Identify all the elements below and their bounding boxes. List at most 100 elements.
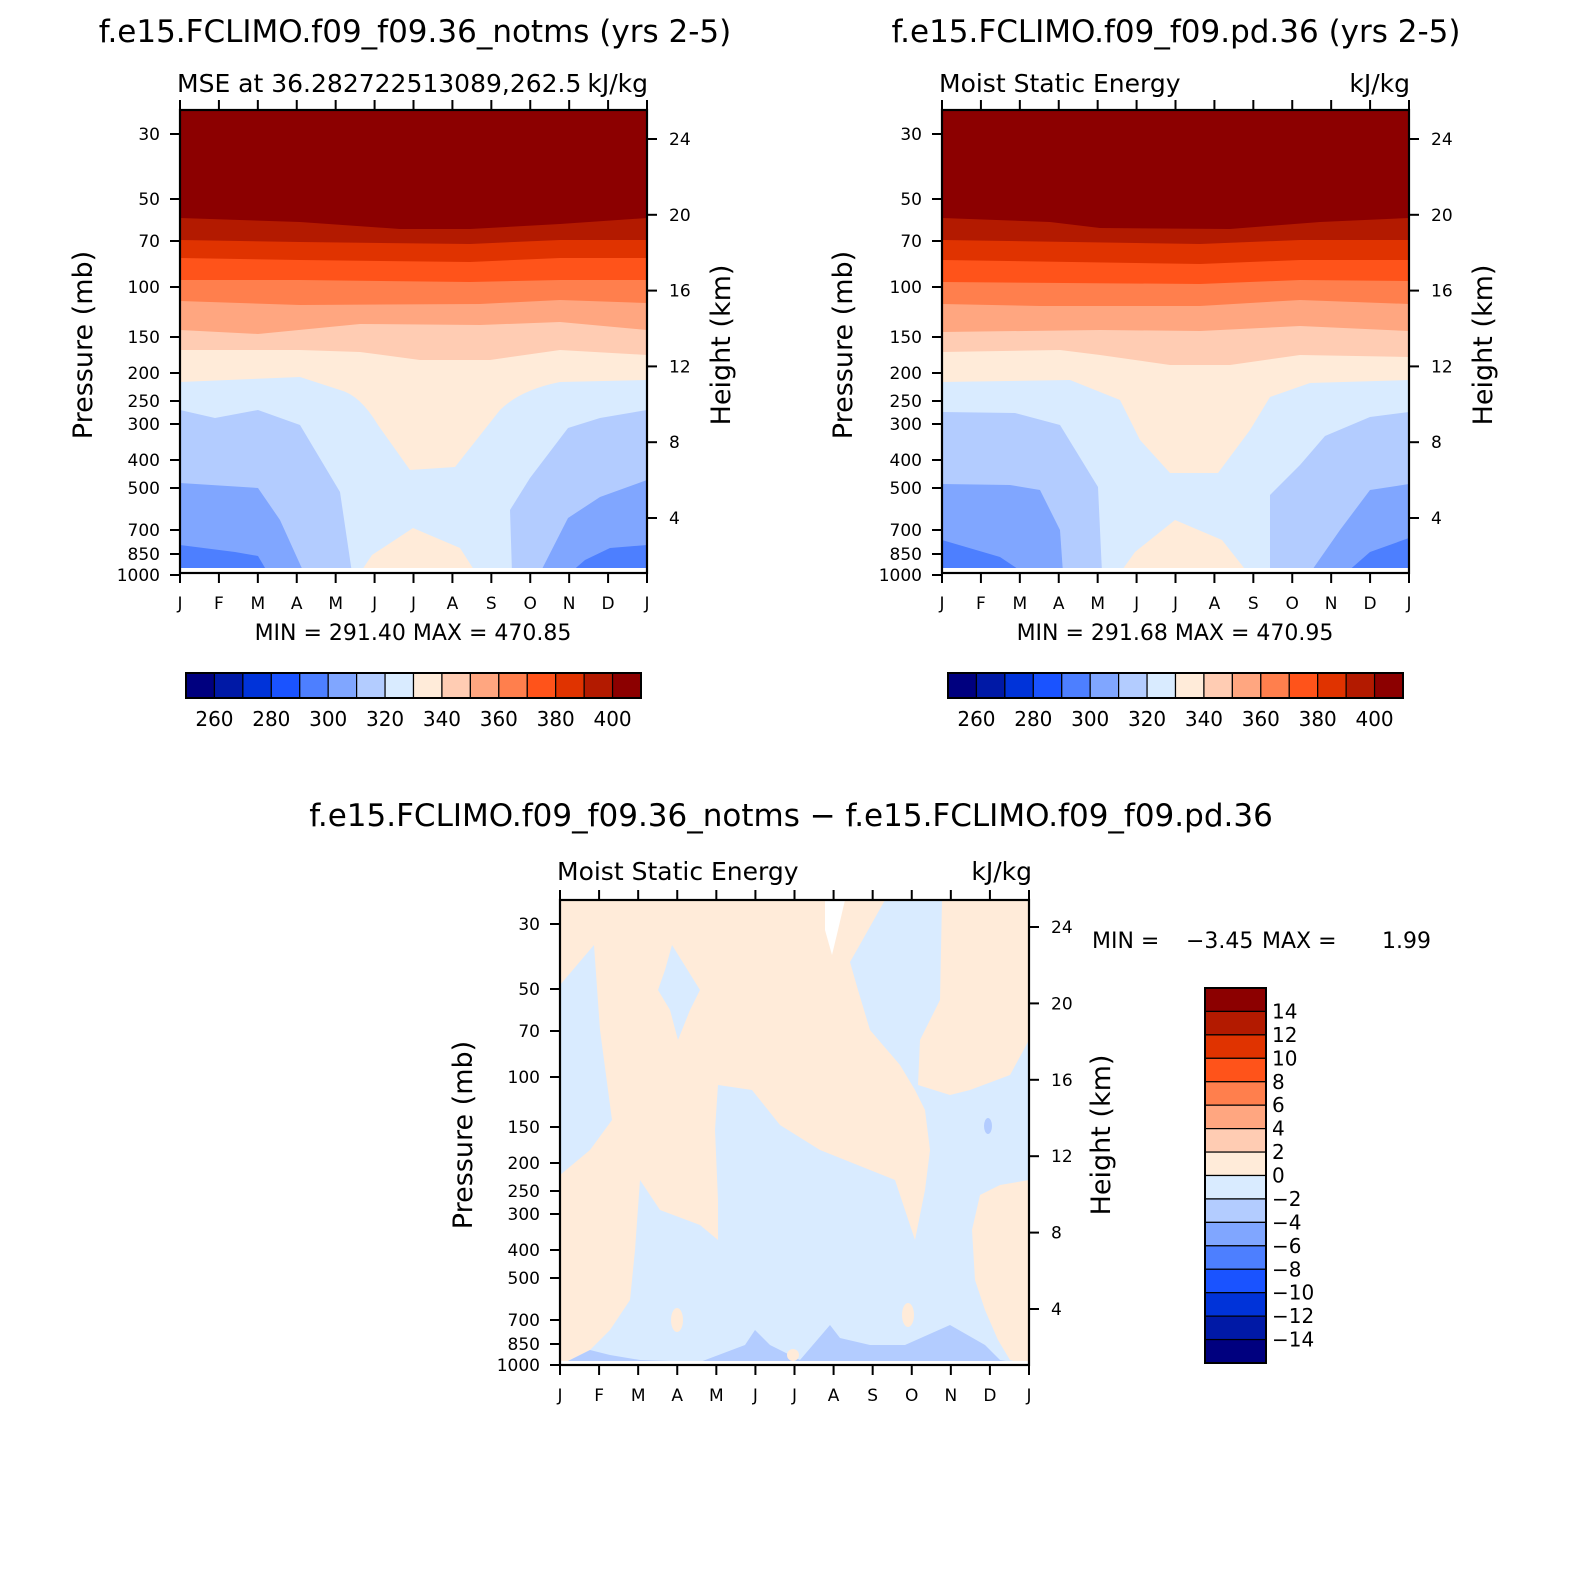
panel2-band-5 — [942, 540, 1024, 573]
x-tick-label: D — [983, 1386, 996, 1406]
y-tick-label: 30 — [518, 915, 540, 935]
colorbar-label: 360 — [480, 707, 518, 731]
colorbar-box — [1146, 672, 1177, 699]
x-tick-label: A — [447, 594, 459, 614]
colorbar-label: 380 — [537, 707, 575, 731]
height-tick-label: 4 — [1431, 509, 1442, 529]
colorbar-frame — [185, 672, 642, 699]
panel3-min-value: −3.45 — [1186, 929, 1253, 954]
colorbar-box — [1204, 1057, 1267, 1083]
panel3-title: f.e15.FCLIMO.f09_f09.36_notms − f.e15.FC… — [309, 798, 1273, 834]
colorbar-box — [1204, 1104, 1267, 1130]
panel3-max-value: 1.99 — [1382, 929, 1431, 954]
colorbar-box — [1204, 1315, 1267, 1341]
panel3-right-axis-label: Height (km) — [1086, 1055, 1117, 1216]
colorbar-label: 300 — [309, 707, 347, 731]
colorbar-frame — [947, 672, 1404, 699]
panel2-left-axis-label: Pressure (mb) — [828, 251, 859, 439]
colorbar-box — [384, 672, 415, 699]
colorbar-label: 12 — [1272, 1023, 1297, 1047]
x-tick-label: M — [631, 1386, 646, 1406]
colorbar-label: 400 — [593, 707, 631, 731]
panel3-pos-region-b — [918, 900, 1029, 1095]
colorbar-box — [1204, 1174, 1267, 1200]
y-tick-label: 50 — [138, 190, 160, 210]
panel1-subtitle-right: kJ/kg — [587, 69, 648, 98]
x-tick-label: J — [1172, 594, 1178, 614]
panel3-pos-region-c — [972, 1180, 1029, 1365]
y-tick-label: 300 — [128, 415, 160, 435]
y-tick-label: 200 — [508, 1154, 540, 1174]
x-tick-label: M — [1012, 594, 1027, 614]
colorbar-box — [1373, 672, 1404, 699]
panel3-surface-strip — [560, 1361, 1029, 1365]
height-tick-label: 24 — [1431, 130, 1453, 150]
height-tick-label: 24 — [1051, 918, 1073, 938]
height-tick-label: 4 — [1051, 1300, 1062, 1320]
colorbar-label: 380 — [1299, 707, 1337, 731]
y-tick-label: 70 — [138, 232, 160, 252]
panel3-left-axis-label: Pressure (mb) — [448, 1041, 479, 1229]
y-tick-label: 1000 — [497, 1356, 540, 1376]
x-tick-label: A — [291, 594, 303, 614]
height-tick-label: 8 — [1051, 1224, 1062, 1244]
colorbar-box — [1204, 1010, 1267, 1036]
colorbar-label: 8 — [1272, 1070, 1285, 1094]
y-tick-label: 850 — [128, 545, 160, 565]
y-tick-label: 100 — [890, 278, 922, 298]
x-tick-label: J — [791, 1386, 797, 1406]
colorbar-box — [526, 672, 557, 699]
x-tick-label: O — [905, 1386, 918, 1406]
height-tick-label: 16 — [669, 282, 691, 302]
colorbar-box — [1204, 1128, 1267, 1153]
colorbar-label: −12 — [1272, 1304, 1314, 1328]
y-tick-label: 70 — [900, 232, 922, 252]
panel1-surface-strip — [180, 568, 647, 573]
colorbar-label: 260 — [195, 707, 233, 731]
colorbar-box — [213, 672, 244, 699]
panel1-colorbar: 260 280 300 320 340 360 380 400 — [185, 672, 642, 731]
colorbar-label: 300 — [1071, 707, 1109, 731]
x-tick-label: M — [1090, 594, 1105, 614]
height-tick-label: 16 — [1051, 1071, 1073, 1091]
panel1-band-5-right — [570, 545, 647, 573]
colorbar-box — [1174, 672, 1205, 699]
y-tick-label: 150 — [128, 328, 160, 348]
y-tick-label: 30 — [900, 125, 922, 145]
panel2-title: f.e15.FCLIMO.f09_f09.pd.36 (yrs 2-5) — [891, 14, 1460, 50]
colorbar-label: −8 — [1272, 1257, 1301, 1281]
y-tick-label: 300 — [508, 1205, 540, 1225]
panel3-subtitle-right: kJ/kg — [971, 857, 1032, 886]
x-tick-label: J — [556, 1386, 562, 1406]
x-tick-label: J — [1405, 594, 1411, 614]
colorbar-box — [555, 672, 585, 699]
colorbar-box — [611, 672, 642, 699]
x-tick-label: J — [410, 594, 416, 614]
y-tick-label: 400 — [890, 451, 922, 471]
panel1-warm-lower — [360, 528, 476, 573]
y-tick-label: 100 — [508, 1068, 540, 1088]
y-tick-label: 50 — [518, 980, 540, 1000]
panel1-plot: MSE at 36.282722513089,262.5 kJ/kg Press… — [68, 69, 737, 731]
panel2-colorbar: 260 280 300 320 340 360 380 400 — [947, 672, 1404, 731]
height-tick-label: 20 — [669, 206, 691, 226]
y-tick-label: 850 — [890, 545, 922, 565]
x-tick-label: J — [176, 594, 182, 614]
x-tick-label: M — [250, 594, 265, 614]
panel2-subtitle-left: Moist Static Energy — [939, 69, 1181, 98]
colorbar-box — [1204, 1268, 1267, 1294]
colorbar-box — [947, 672, 978, 699]
y-tick-label: 500 — [508, 1269, 540, 1289]
panel3-pos-dot-3 — [787, 1349, 799, 1361]
colorbar-label: 0 — [1272, 1164, 1285, 1188]
colorbar-box — [242, 672, 272, 699]
colorbar-label: 340 — [423, 707, 461, 731]
x-tick-label: A — [1209, 594, 1221, 614]
colorbar-frame — [1204, 987, 1267, 1364]
colorbar-box — [1288, 672, 1319, 699]
colorbar-box — [1260, 672, 1290, 699]
colorbar-box — [1345, 672, 1376, 699]
y-tick-label: 700 — [508, 1311, 540, 1331]
colorbar-box — [356, 672, 386, 699]
